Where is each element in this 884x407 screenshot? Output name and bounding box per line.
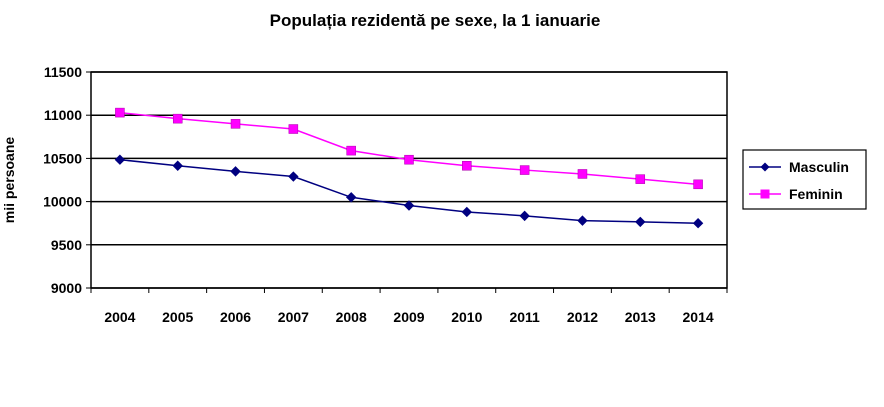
y-tick-label: 10000 xyxy=(43,194,82,210)
point-masculin-2005 xyxy=(172,160,183,171)
point-masculin-2013 xyxy=(635,216,646,228)
y-tick-label: 9000 xyxy=(51,280,82,296)
x-tick-label-2010: 2010 xyxy=(451,309,482,325)
legend: Masculin Feminin xyxy=(742,149,867,210)
point-feminin-2007 xyxy=(288,124,299,134)
point-masculin-2009 xyxy=(403,200,415,211)
point-masculin-2012 xyxy=(577,215,588,226)
x-tick-label-2011: 2011 xyxy=(509,309,540,325)
point-masculin-2004 xyxy=(114,154,126,165)
point-feminin-2010 xyxy=(462,160,472,171)
plot-gridlines xyxy=(91,71,727,289)
legend-marker xyxy=(760,189,770,199)
point-feminin-2014 xyxy=(693,179,703,190)
chart-title: Populația rezidentă pe sexe, la 1 ianuar… xyxy=(270,11,601,30)
series-layer xyxy=(114,107,704,229)
point-masculin-2010 xyxy=(461,206,473,218)
legend-label: Masculin xyxy=(789,159,849,175)
y-tick-label: 11000 xyxy=(44,107,82,123)
x-tick-label-2004: 2004 xyxy=(104,309,135,325)
point-masculin-2006 xyxy=(230,166,241,177)
series-line-feminin xyxy=(119,111,699,186)
y-tick-label: 9500 xyxy=(51,237,82,253)
series-feminin xyxy=(115,107,703,190)
legend-label: Feminin xyxy=(789,186,843,202)
y-axis-label: mii persoane xyxy=(1,137,17,224)
x-tick-label-2007: 2007 xyxy=(278,309,309,325)
point-masculin-2011 xyxy=(519,210,530,222)
point-masculin-2008 xyxy=(345,192,357,203)
x-tick-label-2008: 2008 xyxy=(336,309,367,325)
x-axis-ticks: 2004 2005 2006 2007 2008 2009 2010 2011 2012 2013… xyxy=(90,288,728,325)
legend-box xyxy=(742,149,867,210)
point-feminin-2004 xyxy=(115,107,125,118)
series-masculin xyxy=(114,154,704,229)
point-masculin-2007 xyxy=(288,171,299,182)
x-tick-label-2013: 2013 xyxy=(625,309,656,325)
y-tick-label: 10500 xyxy=(43,150,82,166)
plot-area-border xyxy=(90,71,728,289)
x-tick-label-2014: 2014 xyxy=(683,309,714,325)
series-line-masculin xyxy=(119,158,699,224)
y-axis-ticks: 9000 9500 10000 10500 11000 11500 xyxy=(43,64,91,296)
legend-item-feminin: Feminin xyxy=(749,186,843,202)
x-tick-label-2012: 2012 xyxy=(567,309,598,325)
legend-marker xyxy=(760,162,770,172)
x-tick-label-2005: 2005 xyxy=(162,309,193,325)
legend-item-masculin: Masculin xyxy=(749,159,849,175)
point-feminin-2006 xyxy=(230,119,241,129)
point-feminin-2009 xyxy=(404,154,414,165)
y-tick-label: 11500 xyxy=(44,64,82,80)
point-masculin-2014 xyxy=(692,217,704,229)
x-tick-label-2006: 2006 xyxy=(220,309,251,325)
x-tick-label-2009: 2009 xyxy=(393,309,424,325)
point-feminin-2005 xyxy=(172,113,183,124)
point-feminin-2011 xyxy=(519,165,530,175)
point-feminin-2013 xyxy=(635,174,646,184)
point-feminin-2012 xyxy=(577,169,588,179)
point-feminin-2008 xyxy=(346,145,356,156)
